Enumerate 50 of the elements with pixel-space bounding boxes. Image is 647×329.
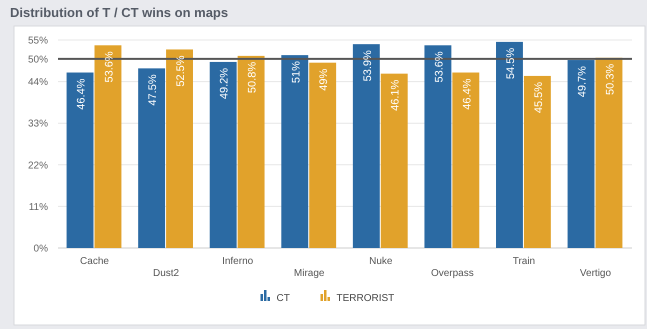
data-label: 53.6% xyxy=(433,51,446,82)
bar xyxy=(568,60,594,248)
bar xyxy=(166,49,193,248)
data-label: 51% xyxy=(290,60,302,84)
y-tick-label: 44% xyxy=(28,77,48,88)
y-tick-label: 0% xyxy=(34,244,48,254)
bar xyxy=(352,44,380,248)
x-tick-label: Nuke xyxy=(369,256,393,267)
bar xyxy=(238,56,265,248)
data-label: 45.5% xyxy=(532,82,545,114)
y-tick-label: 22% xyxy=(28,160,48,172)
data-label: 49.7% xyxy=(576,66,589,98)
legend-label: CT xyxy=(276,293,290,304)
bar xyxy=(281,55,308,248)
bar xyxy=(380,74,408,248)
data-label: 50.3% xyxy=(604,64,616,95)
data-label: 46.4% xyxy=(76,78,88,110)
y-tick-label: 50% xyxy=(28,54,48,66)
data-label: 53.9% xyxy=(362,50,374,82)
bar xyxy=(210,62,237,248)
legend-label: TERRORIST xyxy=(336,293,394,304)
bar xyxy=(596,58,622,248)
bar xyxy=(66,72,94,248)
x-tick-label: Inferno xyxy=(222,256,254,267)
y-tick-label: 33% xyxy=(28,118,48,130)
data-label: 53.6% xyxy=(103,51,116,82)
bar xyxy=(138,68,166,248)
data-label: 46.4% xyxy=(461,78,474,110)
x-tick-label: Vertigo xyxy=(580,268,612,279)
bar xyxy=(309,62,336,248)
data-label: 46.1% xyxy=(390,79,402,111)
bar xyxy=(496,42,523,248)
bar xyxy=(524,76,551,248)
bar xyxy=(452,72,480,248)
data-label: 49% xyxy=(318,68,330,91)
y-tick-label: 55% xyxy=(28,36,48,46)
data-label: 49.2% xyxy=(218,68,231,100)
chart-title: Distribution of T / CT wins on maps xyxy=(10,5,228,20)
x-tick-label: Cache xyxy=(80,256,110,267)
x-tick-label: Train xyxy=(512,256,536,267)
x-tick-label: Dust2 xyxy=(153,268,180,279)
data-label: 54.5% xyxy=(504,48,517,80)
y-tick-label: 11% xyxy=(28,202,48,213)
data-label: 52.5% xyxy=(175,55,188,87)
data-label: 47.5% xyxy=(147,74,160,106)
x-tick-label: Mirage xyxy=(294,268,325,279)
bar xyxy=(424,45,452,248)
x-tick-label: Overpass xyxy=(430,268,474,279)
data-label: 50.8% xyxy=(246,62,259,94)
bar xyxy=(94,45,122,248)
